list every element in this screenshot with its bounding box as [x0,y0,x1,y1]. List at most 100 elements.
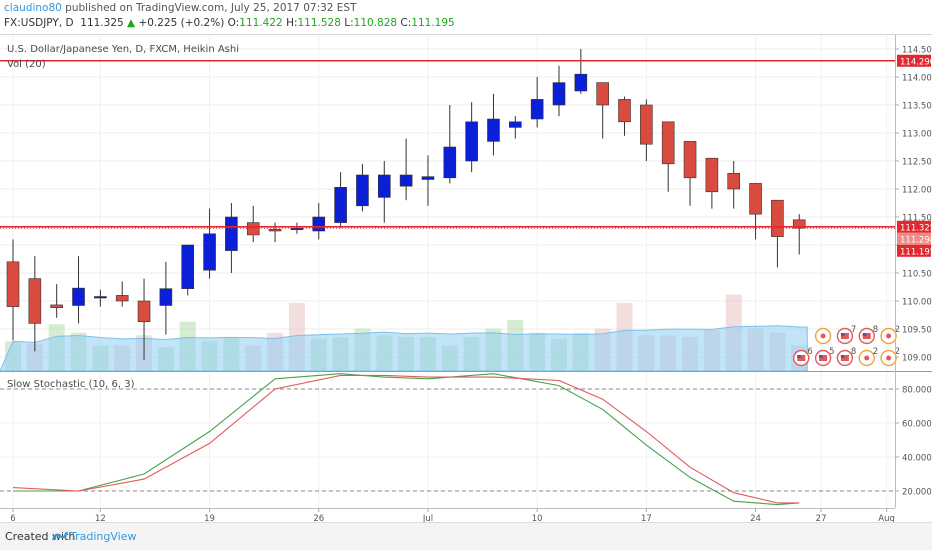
candle-body [28,278,42,324]
price-axis[interactable]: 114.500 114.000 113.500 113.000 112.500 112.0… [895,46,932,364]
time-tick-label: 10 [532,514,543,522]
stochastic-tick-label: 80.0000 [902,386,932,396]
last-price: 111.325 [80,17,124,29]
header-divider [0,34,932,35]
event-dot-icon [886,333,892,339]
symbol-label: FX:USDJPY, D [4,17,74,29]
price-tick-label: 109.000 [902,354,932,364]
us-flag-icon [819,355,828,361]
candle-body [377,174,391,198]
candle-body [246,222,260,236]
publish-line: claudino80 published on TradingView.com,… [4,2,357,14]
price-tick-label: 110.000 [902,298,932,308]
candle-body [399,174,413,187]
stochastic-tick-label: 40.0000 [902,454,932,464]
event-count: 8 [851,347,856,357]
close-label: C: [400,17,412,29]
candle-body [465,121,478,162]
price-change: +0.225 (+0.2%) [138,17,225,29]
close-value: 111.195 [411,17,455,29]
candle-body [356,174,369,207]
price-tick-label: 112.500 [902,158,932,168]
candle-body [334,187,347,223]
price-tick-label: 109.500 [902,326,932,336]
price-label-text: 111.298 [900,235,932,245]
candle-body [661,121,675,165]
price-label-text: 111.325 [900,223,932,233]
candle-body [181,244,195,289]
candle-body [421,176,435,180]
candle-body [159,288,173,306]
candle-body [443,146,457,179]
time-tick-label: 24 [750,514,761,522]
candle-body [137,300,151,323]
price-label-text: 111.195 [900,247,932,257]
created-with-label: Created with [5,530,76,543]
author-link[interactable]: claudino80 [4,2,62,14]
event-dot-icon [864,355,870,361]
stochastic-d-line [12,374,800,504]
price-label-text: 114.290 [900,57,932,67]
us-flag-icon [862,333,871,339]
time-tick-label: Jul [422,514,433,522]
event-dot-icon [820,333,826,339]
price-tick-label: 114.500 [902,46,932,56]
candle-body [203,233,216,271]
time-tick-label: 12 [95,514,106,522]
tradingview-brand-link[interactable]: TradingView [70,530,137,543]
event-count: 2 [873,347,878,357]
candle-body [268,229,282,232]
price-labels: 114.290 111.325 111.298 111.195 [897,54,932,257]
stochastic-tick-label: 60.0000 [902,420,932,430]
time-tick-label: 26 [313,514,324,522]
candle-body [94,296,107,299]
horizontal-lines[interactable] [0,59,895,229]
time-tick-label: 27 [816,514,827,522]
candle-body [50,304,63,309]
candle-body [225,216,238,251]
event-count: 5 [829,347,834,357]
low-label: L: [344,17,354,29]
volume-indicator-label: Vol (20) [7,59,46,70]
price-tick-label: 114.000 [902,74,932,84]
candle-body [115,295,129,302]
event-count: 6 [807,347,812,357]
candle-body [705,157,719,193]
event-count: 7 [851,325,856,335]
us-flag-canton-icon [819,355,823,358]
candle-body [530,99,544,120]
us-flag-canton-icon [840,355,845,358]
candle-body [618,99,631,123]
candle-body [640,104,653,145]
us-flag-icon [840,333,849,339]
price-label-box [897,232,931,245]
price-tick-label: 113.000 [902,130,932,140]
candle-body [727,173,741,190]
candle-body [290,227,304,230]
candle-body [574,73,588,92]
candle-body [312,216,326,232]
candle-body [6,261,20,307]
publish-info: published on TradingView.com, July 25, 2… [61,2,357,14]
candle-body [487,118,500,142]
candle-body [749,183,762,215]
stochastic-pane[interactable] [0,372,895,508]
time-axis[interactable]: 6 12 19 26 Jul 10 17 24 27 Aug [10,508,895,522]
time-tick-label: 19 [204,514,215,522]
event-dot-icon [886,355,892,361]
us-flag-icon [797,355,806,361]
us-flag-canton-icon [797,355,801,358]
open-value: 111.422 [239,17,283,29]
price-tick-label: 111.500 [902,214,932,224]
candle-body [596,82,609,106]
event-markers: 7 8 2 6 5 8 2 2 [793,325,900,367]
candles [6,49,806,360]
stochastic-tick-label: 20.0000 [902,488,932,498]
event-count: 2 [895,325,900,335]
stochastic-lines [12,373,800,506]
candle-body [552,82,566,106]
volume-ma-area [0,325,808,372]
stochastic-axis[interactable]: 80.0000 60.0000 40.0000 20.0000 [895,386,932,498]
price-tick-label: 112.000 [902,186,932,196]
